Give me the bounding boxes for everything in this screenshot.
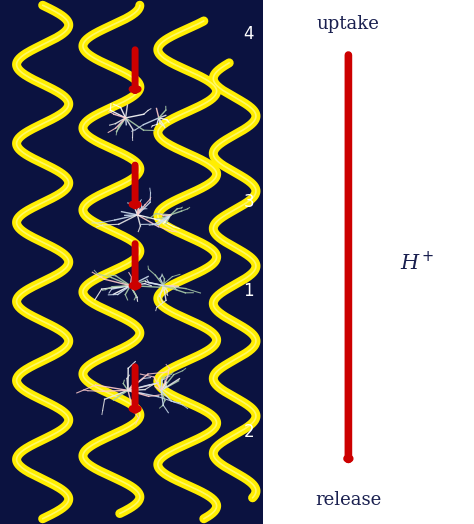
Text: 4: 4 bbox=[244, 25, 254, 43]
Text: uptake: uptake bbox=[317, 15, 380, 32]
Text: 3: 3 bbox=[244, 193, 254, 211]
Text: 1: 1 bbox=[244, 282, 254, 300]
Text: H$^+$: H$^+$ bbox=[400, 250, 434, 274]
Bar bbox=[0, 0, 263, 524]
Text: release: release bbox=[315, 492, 382, 509]
Text: 2: 2 bbox=[244, 423, 254, 441]
